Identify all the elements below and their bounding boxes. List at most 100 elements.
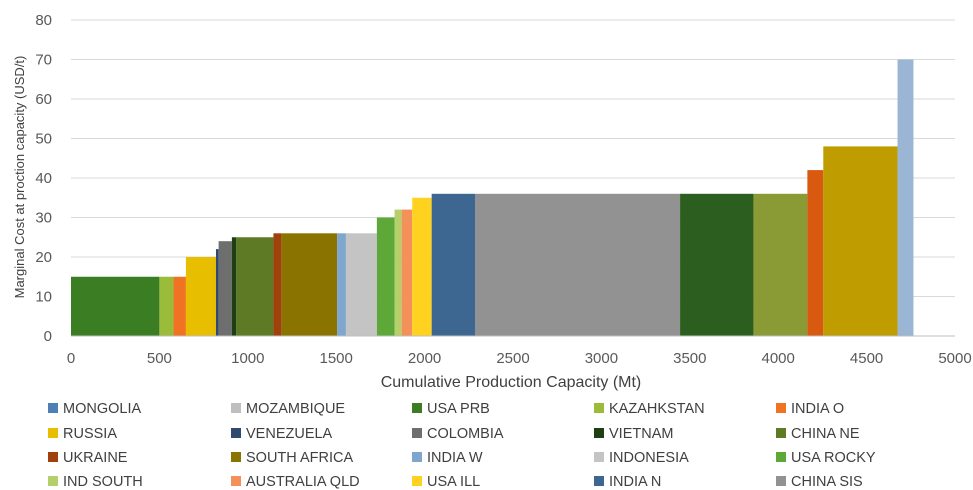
y-tick-labels: 0 10 20 30 40 50 60 70 80 — [35, 12, 52, 345]
legend-swatch — [48, 403, 58, 413]
y-tick-label: 80 — [35, 12, 52, 29]
legend-label: MOZAMBIQUE — [246, 401, 345, 417]
bar-segment — [431, 193, 475, 336]
legend-label: KAZAHKSTAN — [609, 401, 705, 417]
x-tick-label: 1000 — [231, 350, 264, 367]
bar-segment — [337, 233, 346, 336]
legend-item: UKRAINE — [48, 450, 128, 466]
legend-label: VENEZUELA — [246, 426, 333, 442]
bar-segment — [474, 193, 681, 336]
legend-swatch — [594, 452, 604, 462]
legend-swatch — [48, 476, 58, 486]
bar-segment — [281, 233, 338, 336]
x-tick-label: 4000 — [762, 350, 795, 367]
legend-label: USA ILL — [427, 474, 480, 490]
bar-segment — [753, 193, 808, 336]
bar-segment — [71, 276, 160, 336]
bar-segment — [173, 276, 186, 336]
legend-swatch — [776, 428, 786, 438]
x-tick-labels: 0 500 1000 1500 2000 2500 3000 3500 4000 4500 5000 — [67, 350, 972, 367]
legend-label: VIETNAM — [609, 426, 673, 442]
legend-label: SOUTH AFRICA — [246, 450, 353, 466]
legend-label: INDIA O — [791, 401, 844, 417]
bar-segment — [185, 257, 216, 336]
legend-label: INDIA W — [427, 450, 483, 466]
bar-segment — [218, 241, 232, 336]
x-tick-label: 4500 — [850, 350, 883, 367]
legend-swatch — [594, 428, 604, 438]
legend-label: MONGOLIA — [63, 401, 141, 417]
bar-segment — [394, 209, 402, 336]
legend-swatch — [594, 476, 604, 486]
legend-swatch — [412, 428, 422, 438]
legend-item: KAZAHKSTAN — [594, 401, 705, 417]
legend-label: USA PRB — [427, 401, 490, 417]
y-tick-label: 60 — [35, 91, 52, 108]
legend-label: USA ROCKY — [791, 450, 876, 466]
y-tick-label: 10 — [35, 289, 52, 306]
legend-swatch — [776, 403, 786, 413]
legend-label: CHINA NE — [791, 426, 860, 442]
bar-segment — [680, 193, 754, 336]
bar-segment — [823, 146, 898, 336]
bar-segment — [807, 170, 824, 336]
legend-label: IND SOUTH — [63, 474, 143, 490]
legend-item: COLOMBIA — [412, 426, 504, 442]
legend-item: SOUTH AFRICA — [231, 450, 353, 466]
legend-item: VIETNAM — [594, 426, 673, 442]
legend-label: RUSSIA — [63, 426, 117, 442]
bar-segment — [273, 233, 282, 336]
bar-segment — [376, 217, 395, 336]
bar-segment — [159, 276, 174, 336]
y-tick-label: 50 — [35, 131, 52, 148]
bars — [71, 59, 914, 336]
legend-swatch — [412, 452, 422, 462]
legend-item: USA ROCKY — [776, 450, 876, 466]
legend-swatch — [776, 476, 786, 486]
legend-swatch — [231, 476, 241, 486]
y-axis-title: Marginal Cost at proction capacity (USD/… — [12, 56, 27, 299]
bar-segment — [897, 59, 914, 336]
legend-item: USA PRB — [412, 401, 490, 417]
y-tick-label: 30 — [35, 210, 52, 227]
legend-swatch — [231, 428, 241, 438]
legend-label: INDIA N — [609, 474, 661, 490]
legend-item: INDIA N — [594, 474, 661, 490]
legend-item: CHINA SIS — [776, 474, 863, 490]
legend-label: AUSTRALIA QLD — [246, 474, 360, 490]
y-tick-label: 70 — [35, 52, 52, 69]
legend-item: VENEZUELA — [231, 426, 333, 442]
legend-swatch — [412, 403, 422, 413]
legend-item: AUSTRALIA QLD — [231, 474, 360, 490]
legend-item: MONGOLIA — [48, 401, 141, 417]
legend-swatch — [231, 403, 241, 413]
legend-swatch — [412, 476, 422, 486]
x-tick-label: 0 — [67, 350, 75, 367]
bar-segment — [412, 197, 432, 336]
bar-segment — [231, 237, 237, 336]
x-axis-title: Cumulative Production Capacity (Mt) — [381, 374, 642, 391]
x-tick-label: 3000 — [585, 350, 618, 367]
bar-segment — [215, 249, 219, 336]
legend-swatch — [48, 428, 58, 438]
legend-item: USA ILL — [412, 474, 480, 490]
x-tick-label: 2500 — [496, 350, 529, 367]
legend-swatch — [231, 452, 241, 462]
bar-segment — [345, 233, 377, 336]
x-tick-label: 1500 — [320, 350, 353, 367]
legend-swatch — [594, 403, 604, 413]
y-tick-label: 0 — [44, 328, 52, 345]
legend-item: IND SOUTH — [48, 474, 143, 490]
legend-item: INDIA W — [412, 450, 483, 466]
legend-label: UKRAINE — [63, 450, 128, 466]
legend-item: INDONESIA — [594, 450, 689, 466]
bar-segment — [401, 209, 413, 336]
legend-label: INDONESIA — [609, 450, 689, 466]
legend-item: RUSSIA — [48, 426, 117, 442]
legend-item: CHINA NE — [776, 426, 860, 442]
legend-label: COLOMBIA — [427, 426, 504, 442]
legend-item: INDIA O — [776, 401, 844, 417]
x-tick-label: 3500 — [673, 350, 706, 367]
x-tick-label: 500 — [147, 350, 172, 367]
